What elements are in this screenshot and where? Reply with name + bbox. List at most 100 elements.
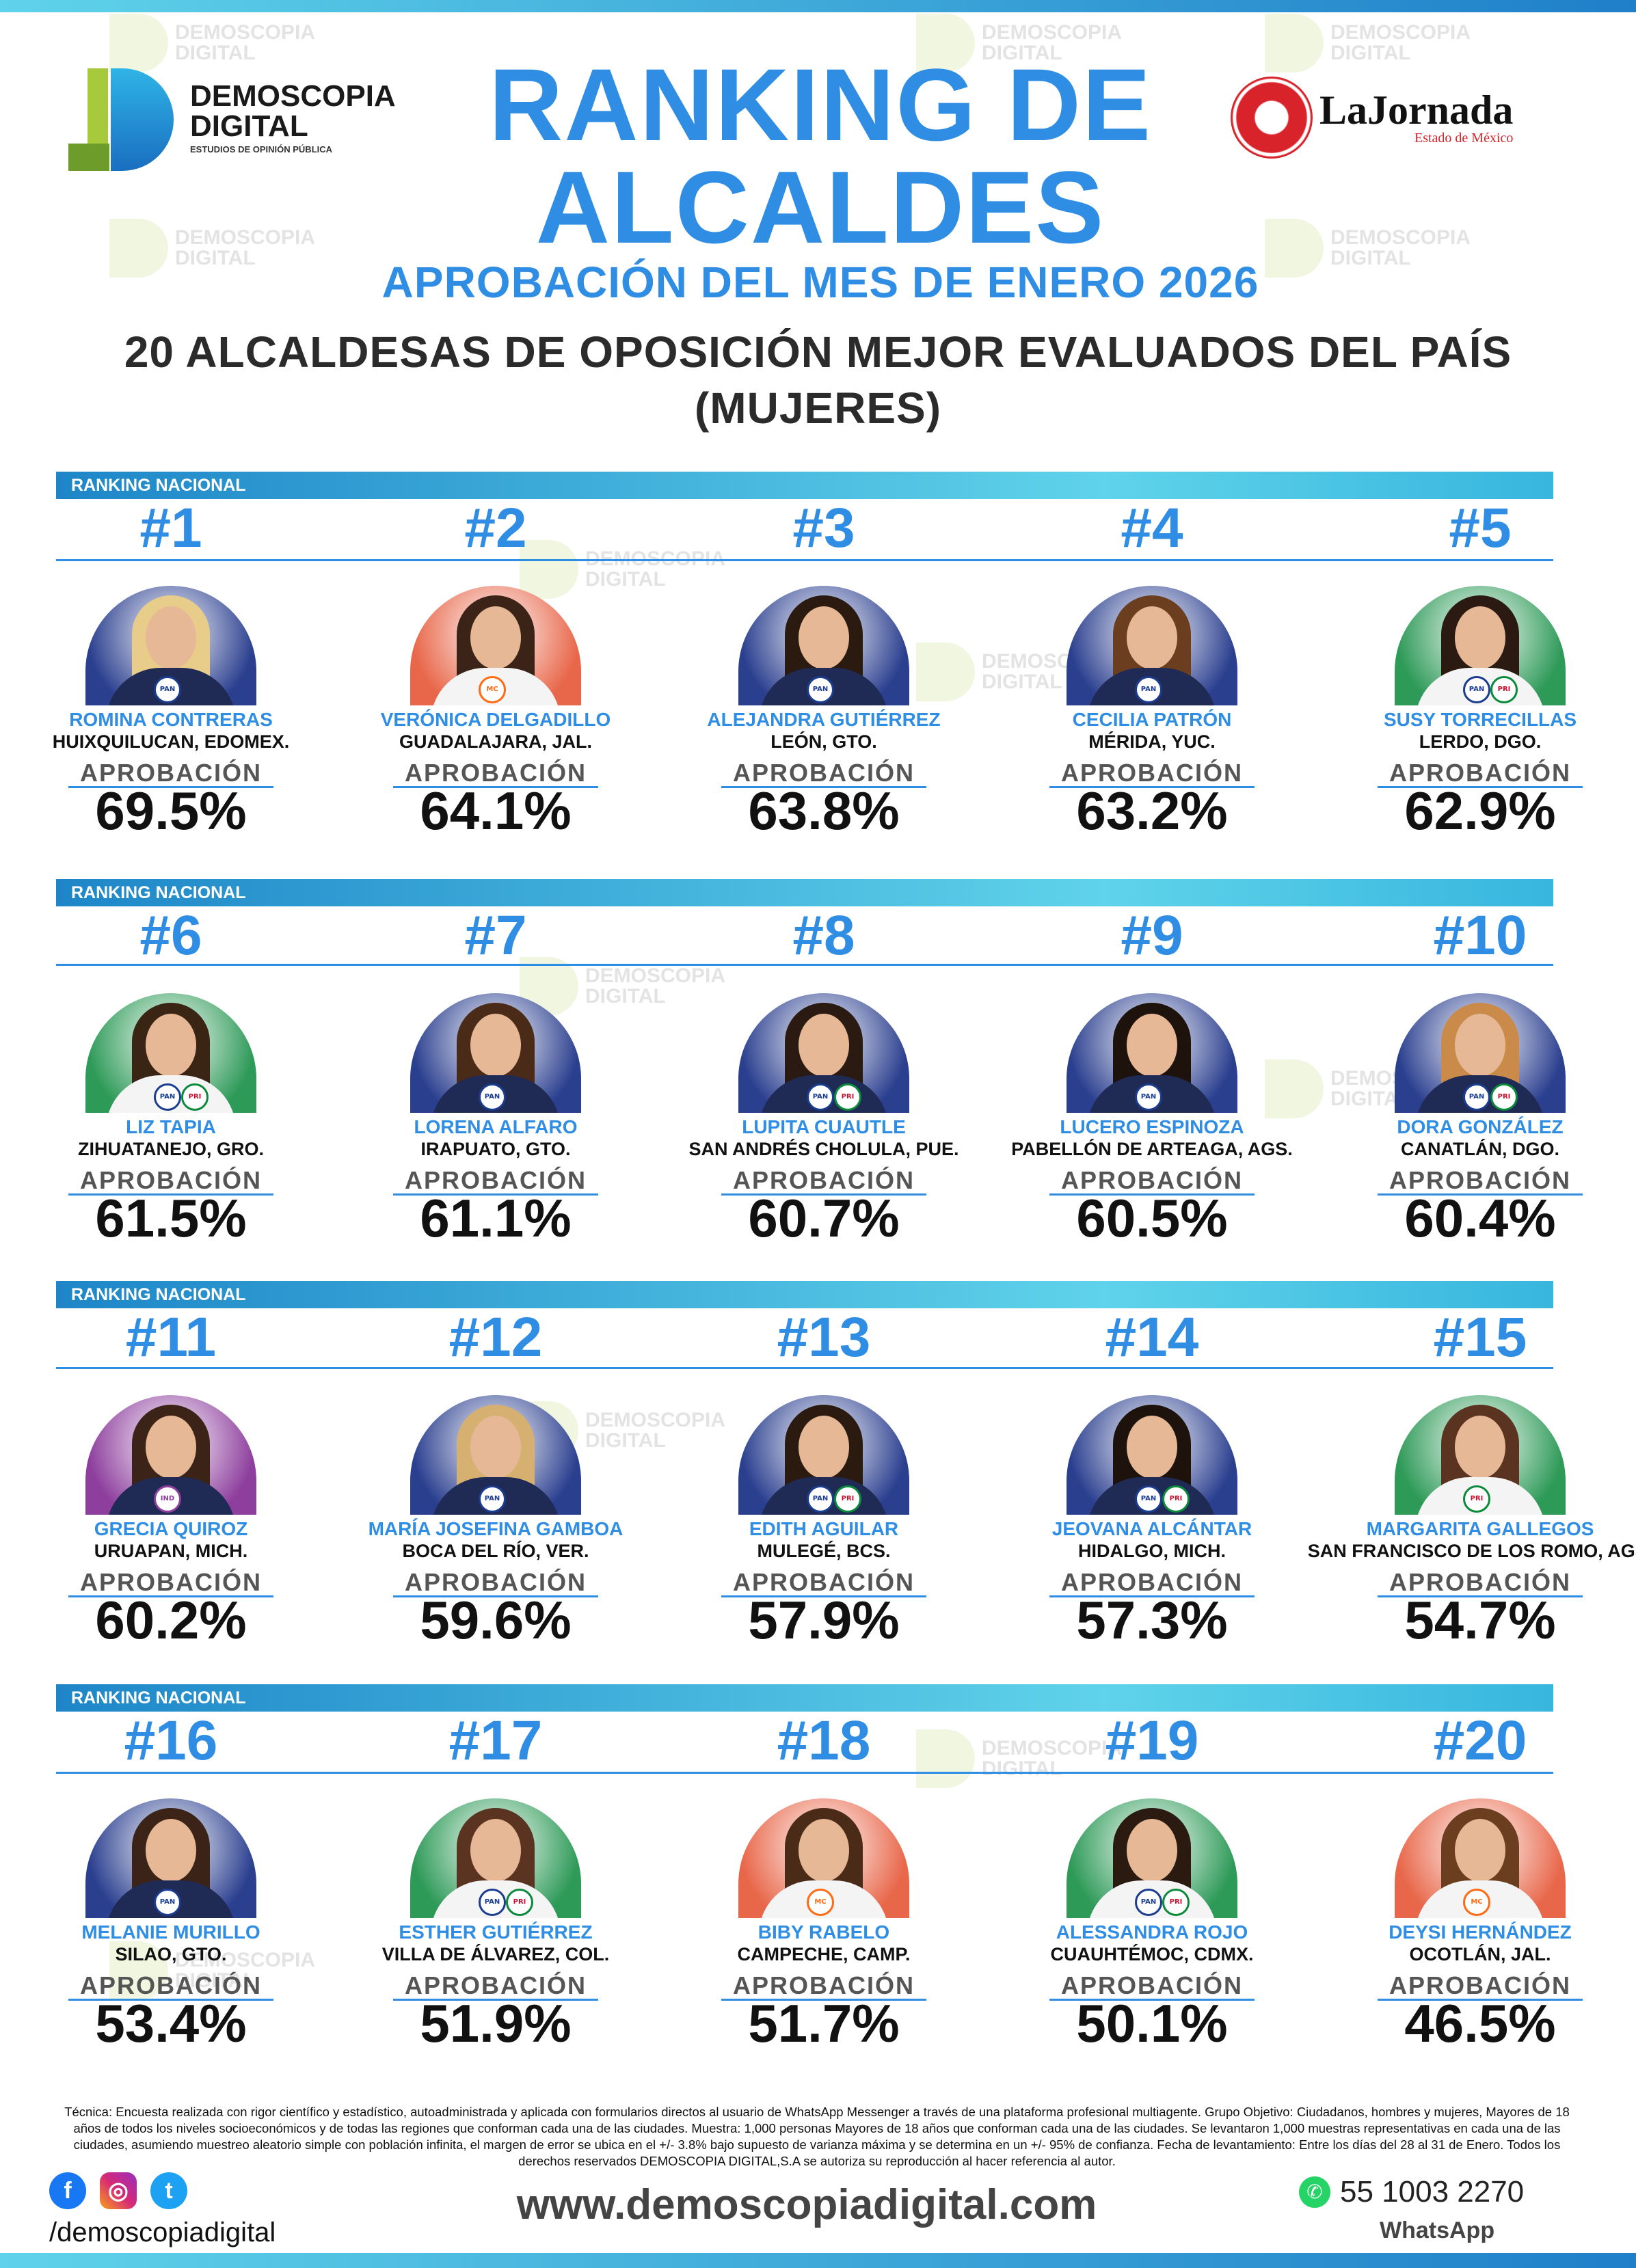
divider: [1378, 1999, 1583, 2001]
mayor-name: MELANIE MURILLO: [81, 1921, 260, 1943]
twitter-icon[interactable]: t: [150, 2172, 187, 2209]
approval-label: APROBACIÓN: [79, 1166, 262, 1194]
approval-value: 57.3%: [1076, 1590, 1228, 1650]
social-handle[interactable]: /demoscopiadigital: [49, 2217, 276, 2247]
party-badge-icon: MC: [479, 676, 506, 703]
approval-value: 63.8%: [748, 781, 900, 841]
approval-label: APROBACIÓN: [732, 1971, 915, 1999]
approval-value: 54.7%: [1404, 1590, 1556, 1650]
party-badge-icon: PRI: [1490, 676, 1518, 703]
approval-label: APROBACIÓN: [1389, 1166, 1571, 1194]
rank-number: #4: [1121, 497, 1183, 559]
face-shape: [799, 1819, 849, 1882]
approval-label: APROBACIÓN: [732, 1568, 915, 1596]
mayor-card: #14 PAN PRI JEOVANA ALCÁNTAR HIDALGO, MICH. A…: [1002, 1310, 1302, 1692]
approval-value: 46.5%: [1404, 1993, 1556, 2053]
mayor-city: SAN FRANCISCO DE LOS ROMO, AGS.: [1307, 1541, 1636, 1561]
mayor-name: SUSY TORRECILLAS: [1383, 709, 1577, 730]
rank-number: #20: [1433, 1710, 1527, 1772]
rank-number: #8: [792, 904, 855, 967]
rank-number: #11: [125, 1306, 217, 1368]
mayor-city: MÉRIDA, YUC.: [1088, 731, 1216, 752]
party-badge-icon: PRI: [834, 1485, 861, 1513]
party-badge-icon: MC: [1463, 1889, 1490, 1916]
approval-label: APROBACIÓN: [1060, 759, 1243, 787]
mayor-card: #19 PAN PRI ALESSANDRA ROJO CUAUHTÉMOC, CDMX…: [1002, 1713, 1302, 2096]
mayor-photo: PAN: [410, 1395, 581, 1515]
mayor-name: ROMINA CONTRERAS: [69, 709, 273, 730]
rank-number: #5: [1449, 497, 1512, 559]
mayor-city: URUAPAN, MICH.: [94, 1541, 248, 1561]
divider: [56, 964, 1553, 966]
rank-number: #12: [448, 1306, 543, 1368]
party-badge-icon: PAN: [1463, 676, 1490, 703]
mayor-photo: PAN: [1067, 586, 1237, 705]
face-shape: [146, 1014, 196, 1077]
rank-number: #9: [1121, 904, 1183, 967]
divider: [56, 1367, 1553, 1369]
party-badge-icon: PAN: [479, 1485, 506, 1513]
divider: [1049, 1999, 1255, 2001]
approval-value: 61.1%: [420, 1188, 572, 1248]
mayor-city: LEÓN, GTO.: [770, 731, 877, 752]
party-badge-icon: PRI: [181, 1083, 209, 1111]
facebook-icon[interactable]: f: [49, 2172, 86, 2209]
mayor-name: ESTHER GUTIÉRREZ: [399, 1921, 593, 1943]
mayor-card: #18 MC BIBY RABELO CAMPECHE, CAMP. APROBACIÓ…: [673, 1713, 974, 2096]
face-shape: [470, 606, 521, 669]
divider: [721, 1193, 926, 1196]
mayor-card: #9 PAN LUCERO ESPINOZA PABELLÓN DE ARTEAGA,…: [1002, 908, 1302, 1291]
mayor-card: #20 MC DEYSI HERNÁNDEZ OCOTLÁN, JAL. APROBAC…: [1330, 1713, 1631, 2096]
approval-label: APROBACIÓN: [404, 759, 587, 787]
mayor-photo: PAN PRI: [1067, 1798, 1237, 1918]
face-shape: [470, 1416, 521, 1479]
rank-number: #10: [1433, 904, 1527, 967]
approval-value: 59.6%: [420, 1590, 572, 1650]
rank-number: #15: [1433, 1306, 1527, 1368]
party-badge-icon: PAN: [807, 1083, 834, 1111]
social-icons: f ◎ t: [49, 2172, 187, 2209]
approval-label: APROBACIÓN: [404, 1971, 587, 1999]
party-badge-icon: PAN: [479, 1889, 506, 1916]
whatsapp-contact[interactable]: ✆ 55 1003 2270: [1299, 2175, 1524, 2209]
party-badge-icon: PRI: [1463, 1485, 1490, 1513]
mayor-card: #15 PRI MARGARITA GALLEGOS SAN FRANCISCO DE…: [1308, 1306, 1636, 1692]
mayor-card: #7 PAN LORENA ALFARO IRAPUATO, GTO. APROBACI…: [345, 908, 646, 1291]
mayor-photo: PRI: [1395, 1395, 1566, 1515]
divider: [393, 1595, 598, 1597]
approval-value: 57.9%: [748, 1590, 900, 1650]
approval-value: 63.2%: [1076, 781, 1228, 841]
page-subtitle: APROBACIÓN DEL MES DE ENERO 2026: [381, 258, 1259, 307]
mayor-photo: MC: [738, 1798, 909, 1918]
face-shape: [1127, 606, 1177, 669]
approval-value: 61.5%: [95, 1188, 247, 1248]
approval-label: APROBACIÓN: [1389, 1568, 1571, 1596]
instagram-icon[interactable]: ◎: [100, 2172, 137, 2209]
divider: [68, 1193, 273, 1196]
face-shape: [799, 1014, 849, 1077]
whatsapp-icon: ✆: [1299, 2176, 1330, 2208]
divider: [1378, 786, 1583, 788]
mayor-city: CANATLÁN, DGO.: [1401, 1139, 1559, 1159]
mayor-card: #2 MC VERÓNICA DELGADILLO GUADALAJARA, JAL.…: [345, 500, 646, 883]
mayor-name: MARÍA JOSEFINA GAMBOA: [368, 1518, 623, 1539]
mayor-name: DEYSI HERNÁNDEZ: [1389, 1921, 1572, 1943]
brand-tagline: ESTUDIOS DE OPINIÓN PÚBLICA: [190, 144, 333, 154]
approval-value: 62.9%: [1404, 781, 1556, 841]
approval-value: 64.1%: [420, 781, 572, 841]
mayor-photo: MC: [1395, 1798, 1566, 1918]
face-shape: [1455, 1416, 1505, 1479]
mayor-name: ALESSANDRA ROJO: [1056, 1921, 1248, 1943]
section-heading-line2: (MUJERES): [694, 383, 942, 433]
mayor-photo: PAN PRI: [1067, 1395, 1237, 1515]
mayor-city: GUADALAJARA, JAL.: [399, 731, 592, 752]
ranking-bar-label: RANKING NACIONAL: [71, 1285, 246, 1304]
party-badge-icon: PAN: [1135, 1083, 1162, 1111]
mayor-photo: PAN: [85, 586, 256, 705]
ranking-bar: RANKING NACIONAL: [56, 472, 1553, 499]
website-link[interactable]: www.demoscopiadigital.com: [516, 2181, 1097, 2228]
section-heading-line1: 20 ALCALDESAS DE OPOSICIÓN MEJOR EVALUAD…: [124, 327, 1512, 377]
approval-label: APROBACIÓN: [404, 1166, 587, 1194]
mayor-photo: MC: [410, 586, 581, 705]
